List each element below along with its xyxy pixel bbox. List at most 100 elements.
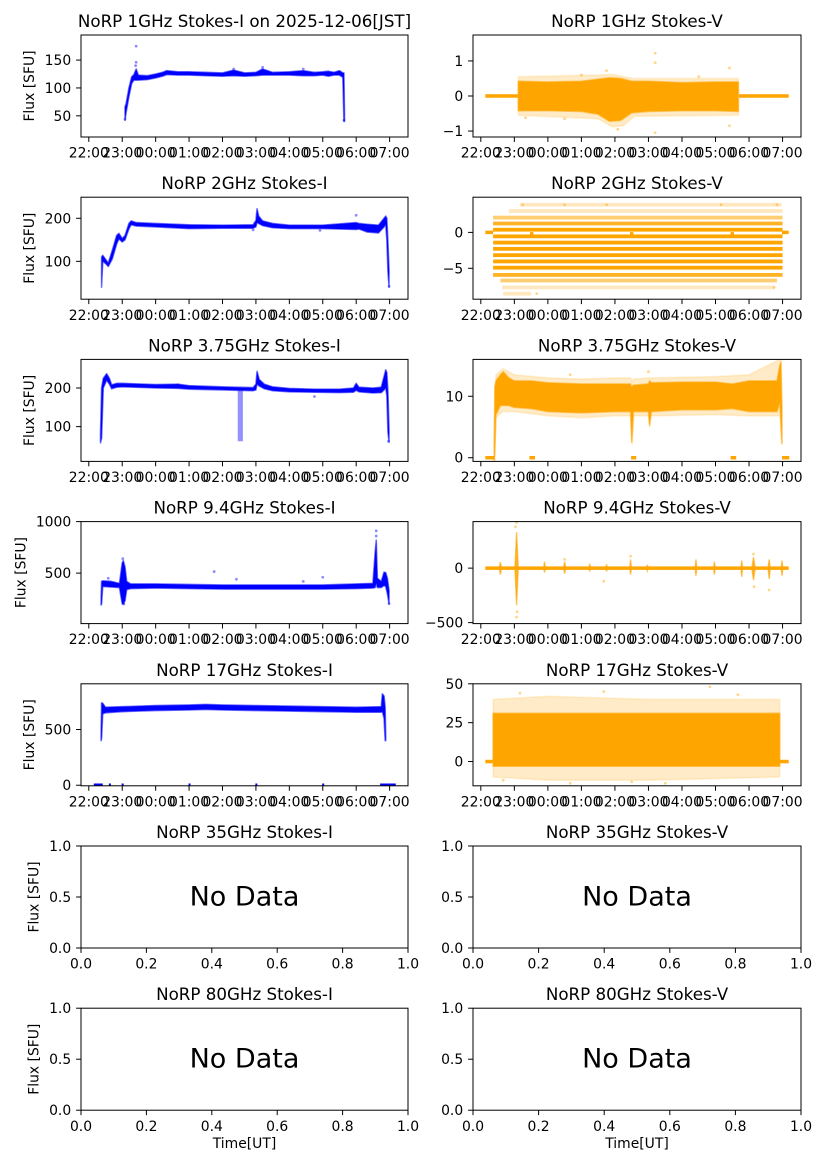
plot-area [123, 44, 346, 123]
outlier-point [492, 458, 496, 461]
outlier-point [602, 690, 606, 693]
x-tick-label: 0.4 [201, 1119, 223, 1135]
y-tick-label: 200 [45, 381, 72, 397]
outlier-point [212, 570, 216, 573]
baseline-segment [121, 783, 124, 786]
panel-1ghz-stokes-v: 22:0023:0000:0001:0002:0003:0004:0005:00… [443, 11, 803, 162]
x-tick-label: 02:00 [595, 470, 635, 486]
level-stripe [519, 202, 782, 207]
y-tick-label: 1000 [36, 515, 71, 531]
x-tick-label: 02:00 [202, 794, 242, 810]
x-axis: 22:0023:0000:0001:0002:0003:0004:0005:00… [461, 623, 803, 648]
x-tick-label: 02:00 [202, 146, 242, 162]
outlier-point [134, 44, 138, 48]
panel-title: NoRP 35GHz Stokes-V [546, 822, 729, 842]
y-tick-label: 0 [454, 561, 463, 577]
level-stripe [500, 278, 777, 283]
y-tick-label: 100 [45, 420, 72, 436]
y-tick-label: 0.0 [49, 941, 71, 957]
outlier-point [772, 286, 776, 289]
x-tick-label: 02:00 [202, 308, 242, 324]
x-axis: 0.0 0.2 0.4 0.6 0.8 1.0 [70, 1110, 419, 1135]
level-stripe [493, 246, 783, 251]
outlier-point [501, 778, 505, 782]
panel-title: NoRP 35GHz Stokes-I [156, 822, 333, 842]
outlier-point [752, 585, 756, 589]
panel-80ghz-stokes-v: No Data 0.0 0.2 0.4 0.6 0.8 1.0 0.0 0.5 1.0 Time[U… [441, 984, 812, 1152]
x-tick-label: 23:00 [102, 308, 142, 324]
outlier-point [374, 534, 378, 538]
outlier-point [752, 552, 755, 556]
outlier-point [605, 69, 608, 73]
y-tick-label: 150 [45, 53, 72, 69]
level-stripe [493, 234, 783, 239]
y-axis-label: Flux [SFU] [22, 50, 38, 121]
x-tick-label: 0.0 [462, 957, 484, 973]
data-band [100, 539, 390, 606]
x-tick-label: 03:00 [628, 794, 668, 810]
outlier-point [563, 117, 567, 121]
x-tick-label: 02:00 [202, 632, 242, 648]
x-tick-label: 1.0 [790, 957, 812, 973]
y-axis: −500 0 [425, 561, 473, 632]
axes-frame [80, 34, 409, 138]
plot-area [99, 369, 390, 444]
x-axis: 22:0023:0000:0001:0002:0003:0004:0005:00… [69, 785, 410, 810]
x-tick-label: 07:00 [763, 146, 803, 162]
outlier-point [232, 67, 236, 71]
x-tick-label: 23:00 [102, 794, 142, 810]
outlier-point [524, 116, 527, 120]
x-tick-label: 03:00 [236, 146, 276, 162]
data-band [100, 208, 390, 288]
level-stripe [493, 265, 783, 270]
baseline-segment [485, 94, 519, 98]
outlier-point [515, 610, 519, 614]
outlier-point [387, 602, 391, 605]
outlier-point [728, 66, 731, 70]
y-axis: 0 25 50 [446, 677, 473, 771]
y-axis: 0 10 [446, 389, 473, 467]
outlier-point [134, 60, 138, 64]
outlier-point [563, 558, 567, 561]
x-tick-label: 22:00 [461, 308, 501, 324]
y-axis: 0.0 0.5 1.0 [441, 839, 473, 957]
baseline-segment [255, 783, 258, 786]
x-tick-label: 04:00 [269, 308, 309, 324]
panel-9-4ghz-stokes-v: 22:0023:0000:0001:0002:0003:0004:0005:00… [425, 498, 803, 649]
baseline-segment [529, 232, 534, 236]
x-tick-label: 23:00 [494, 794, 534, 810]
outlier-point [568, 373, 572, 377]
level-stripe [493, 253, 783, 258]
y-tick-label: −500 [425, 616, 463, 632]
x-tick-label: 04:00 [662, 632, 702, 648]
panel-2ghz-stokes-i: 22:0023:0000:0001:0002:0003:0004:0005:00… [22, 173, 409, 324]
no-data-label: No Data [190, 882, 300, 913]
x-tick-label: 05:00 [695, 632, 735, 648]
x-tick-label: 07:00 [370, 794, 410, 810]
x-tick-label: 00:00 [136, 146, 176, 162]
outlier-point [521, 203, 525, 207]
panel-1ghz-stokes-i: 22:0023:0000:0001:0002:0003:0004:0005:00… [22, 11, 411, 162]
y-axis-label: Flux [SFU] [27, 861, 43, 932]
outlier-point [563, 203, 567, 207]
x-axis: 22:0023:0000:0001:0002:0003:0004:0005:00… [69, 299, 410, 324]
x-tick-label: 03:00 [628, 632, 668, 648]
outlier-point [580, 73, 583, 77]
x-tick-label: 01:00 [561, 632, 601, 648]
y-axis: 100 200 [45, 381, 81, 436]
x-tick-label: 01:00 [169, 794, 209, 810]
outlier-point [736, 693, 740, 697]
x-tick-label: 22:00 [69, 146, 109, 162]
x-tick-label: 0.6 [266, 957, 288, 973]
outlier-point [515, 521, 518, 524]
panel-title: NoRP 3.75GHz Stokes-I [148, 335, 341, 355]
level-stripe [493, 227, 783, 232]
panel-35ghz-stokes-v: No Data 0.0 0.2 0.4 0.6 0.8 1.0 0.0 0.5 1.0 NoRP 3… [441, 822, 812, 973]
x-tick-label: 06:00 [336, 632, 376, 648]
y-axis: 500 1000 [36, 515, 81, 582]
x-tick-label: 04:00 [662, 794, 702, 810]
panel-9-4ghz-stokes-i: 22:0023:0000:0001:0002:0003:0004:0005:00… [13, 498, 409, 649]
y-tick-label: 50 [54, 109, 72, 125]
x-tick-label: 00:00 [136, 308, 176, 324]
level-stripe [493, 215, 783, 220]
